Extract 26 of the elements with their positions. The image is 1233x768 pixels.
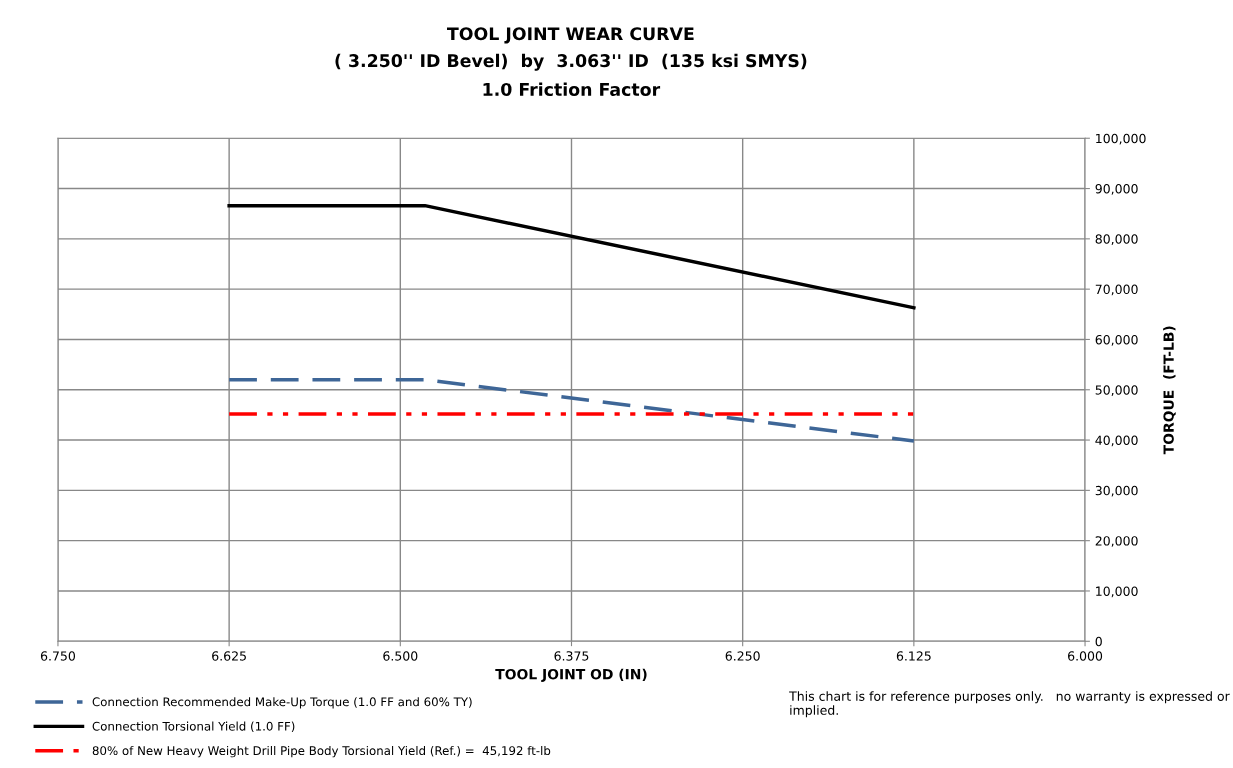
- y-tick-label: 10,000: [1096, 586, 1138, 598]
- y-tick-label: 30,000: [1095, 485, 1138, 497]
- y-tick-label: 20,000: [1095, 536, 1138, 547]
- y-tick-label: 70,000: [1095, 284, 1138, 296]
- y-tick-label: 100,000: [1096, 133, 1146, 145]
- y-tick-label: 90,000: [1095, 184, 1138, 195]
- x-tick-label: 6.625: [212, 651, 246, 661]
- y-tick-label: 80,000: [1095, 234, 1138, 246]
- legend-label: 80% of New Heavy Weight Drill Pipe Body Torsional Yield (Ref.) = 45,192 ft-lb: [92, 745, 551, 758]
- x-tick-label: 6.375: [554, 651, 589, 661]
- x-axis-title: TOOL JOINT OD (IN): [495, 668, 647, 682]
- chart-title: TOOL JOINT WEAR CURVE: [447, 27, 694, 44]
- x-tick-label: 6.000: [1068, 651, 1103, 661]
- y-axis-title: TORQUE (FT-LB): [1163, 326, 1176, 455]
- y-tick-label: 60,000: [1095, 334, 1138, 346]
- x-tick-label: 6.250: [725, 651, 760, 661]
- y-tick-label: 40,000: [1095, 435, 1138, 447]
- x-tick-label: 6.750: [40, 651, 76, 661]
- x-tick-label: 6.500: [383, 651, 418, 661]
- y-tick-label: 0: [1095, 636, 1102, 647]
- text: This chart is for reference purposes only. no warranty is expressed or implied.: [789, 691, 1230, 718]
- chart-subtitle: ( 3.250'' ID Bevel) by 3.063'' ID (135 ksi SMYS) 1.0 Friction Factor: [335, 53, 807, 97]
- legend-label: Connection Torsional Yield (1.0 FF): [92, 721, 295, 733]
- x-tick-label: 6.125: [896, 651, 931, 661]
- legend-label: Connection Recommended Make-Up Torque (1.0 FF and 60% TY): [92, 697, 472, 709]
- y-tick-label: 50,000: [1095, 385, 1138, 396]
